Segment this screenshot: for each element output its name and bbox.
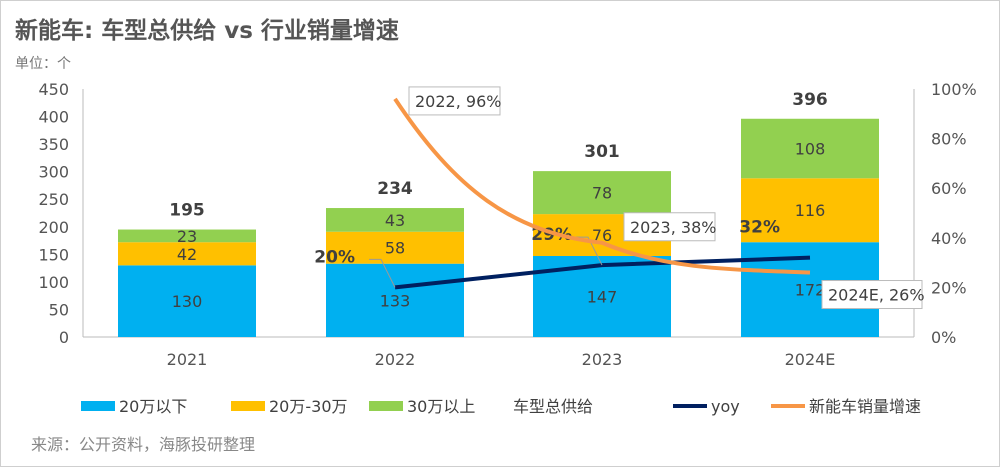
right-tick-label: 0% — [931, 328, 956, 347]
left-tick-label: 100 — [38, 273, 69, 292]
data-callout-box — [408, 86, 501, 116]
bar-segment — [326, 263, 464, 337]
chart-title: 新能车: 车型总供给 vs 行业销量增速 — [15, 18, 399, 44]
data-callout-box — [821, 280, 923, 310]
bar-segment — [741, 178, 879, 243]
bar-value-label: 42 — [177, 245, 197, 264]
legend-label: 20万-30万 — [269, 397, 348, 416]
bar-segment — [533, 171, 671, 215]
bar-value-label: 147 — [587, 287, 618, 306]
left-tick-label: 400 — [38, 108, 69, 127]
left-tick-label: 250 — [38, 190, 69, 209]
bar-value-label: 108 — [795, 140, 826, 159]
category-label: 2021 — [167, 350, 208, 369]
left-tick-label: 150 — [38, 245, 69, 264]
bar-segment — [741, 118, 879, 179]
right-tick-label: 100% — [931, 80, 977, 99]
data-callout-label: 2023, 38% — [630, 218, 716, 237]
bar-value-label: 78 — [592, 184, 612, 203]
data-callout-box — [623, 212, 716, 242]
left-tick-label: 300 — [38, 163, 69, 182]
category-label: 2023 — [582, 350, 623, 369]
legend-label: 车型总供给 — [513, 397, 593, 416]
left-tick-label: 0 — [59, 328, 69, 347]
bar-value-label: 116 — [795, 201, 826, 220]
sales-growth-line — [393, 97, 811, 275]
right-tick-label: 20% — [931, 278, 967, 297]
bar-segment — [118, 229, 256, 243]
right-tick-label: 40% — [931, 229, 967, 248]
source-note: 来源：公开资料，海豚投研整理 — [31, 435, 256, 454]
yoy-label: 20% — [314, 247, 355, 267]
bar-value-label: 23 — [177, 227, 197, 246]
left-tick-label: 350 — [38, 135, 69, 154]
bar-value-label: 58 — [385, 239, 405, 258]
bar-segment — [118, 265, 256, 337]
bar-segment — [326, 208, 464, 232]
total-label: 301 — [584, 142, 620, 162]
leader-line — [576, 236, 603, 266]
legend-label: 新能车销量增速 — [809, 397, 921, 416]
unit-label: 单位：个 — [15, 56, 71, 72]
legend-label: 20万以下 — [119, 397, 187, 416]
legend-swatch — [81, 401, 115, 411]
category-label: 2022 — [375, 350, 416, 369]
data-callout-label: 2024E, 26% — [828, 286, 925, 305]
legend-label: 30万以上 — [407, 397, 475, 416]
bar-value-label: 43 — [385, 211, 405, 230]
legend-swatch — [369, 401, 403, 411]
bar-value-label: 133 — [380, 291, 411, 310]
bar-segment — [118, 242, 256, 266]
total-label: 396 — [792, 90, 828, 110]
right-tick-label: 80% — [931, 130, 967, 149]
data-callout-label: 2022, 96% — [415, 92, 501, 111]
total-label: 195 — [169, 201, 205, 221]
bar-value-label: 130 — [172, 292, 203, 311]
legend-swatch — [231, 401, 265, 411]
bar-segment — [326, 231, 464, 264]
bar-value-label: 172 — [795, 281, 826, 300]
total-label: 234 — [377, 179, 413, 199]
left-tick-label: 200 — [38, 218, 69, 237]
yoy-label: 32% — [739, 218, 780, 238]
category-label: 2024E — [785, 350, 836, 369]
left-tick-label: 50 — [49, 300, 69, 319]
left-tick-label: 450 — [38, 80, 69, 99]
leader-line — [369, 258, 396, 288]
right-tick-label: 60% — [931, 179, 967, 198]
legend-label: yoy — [711, 397, 740, 416]
